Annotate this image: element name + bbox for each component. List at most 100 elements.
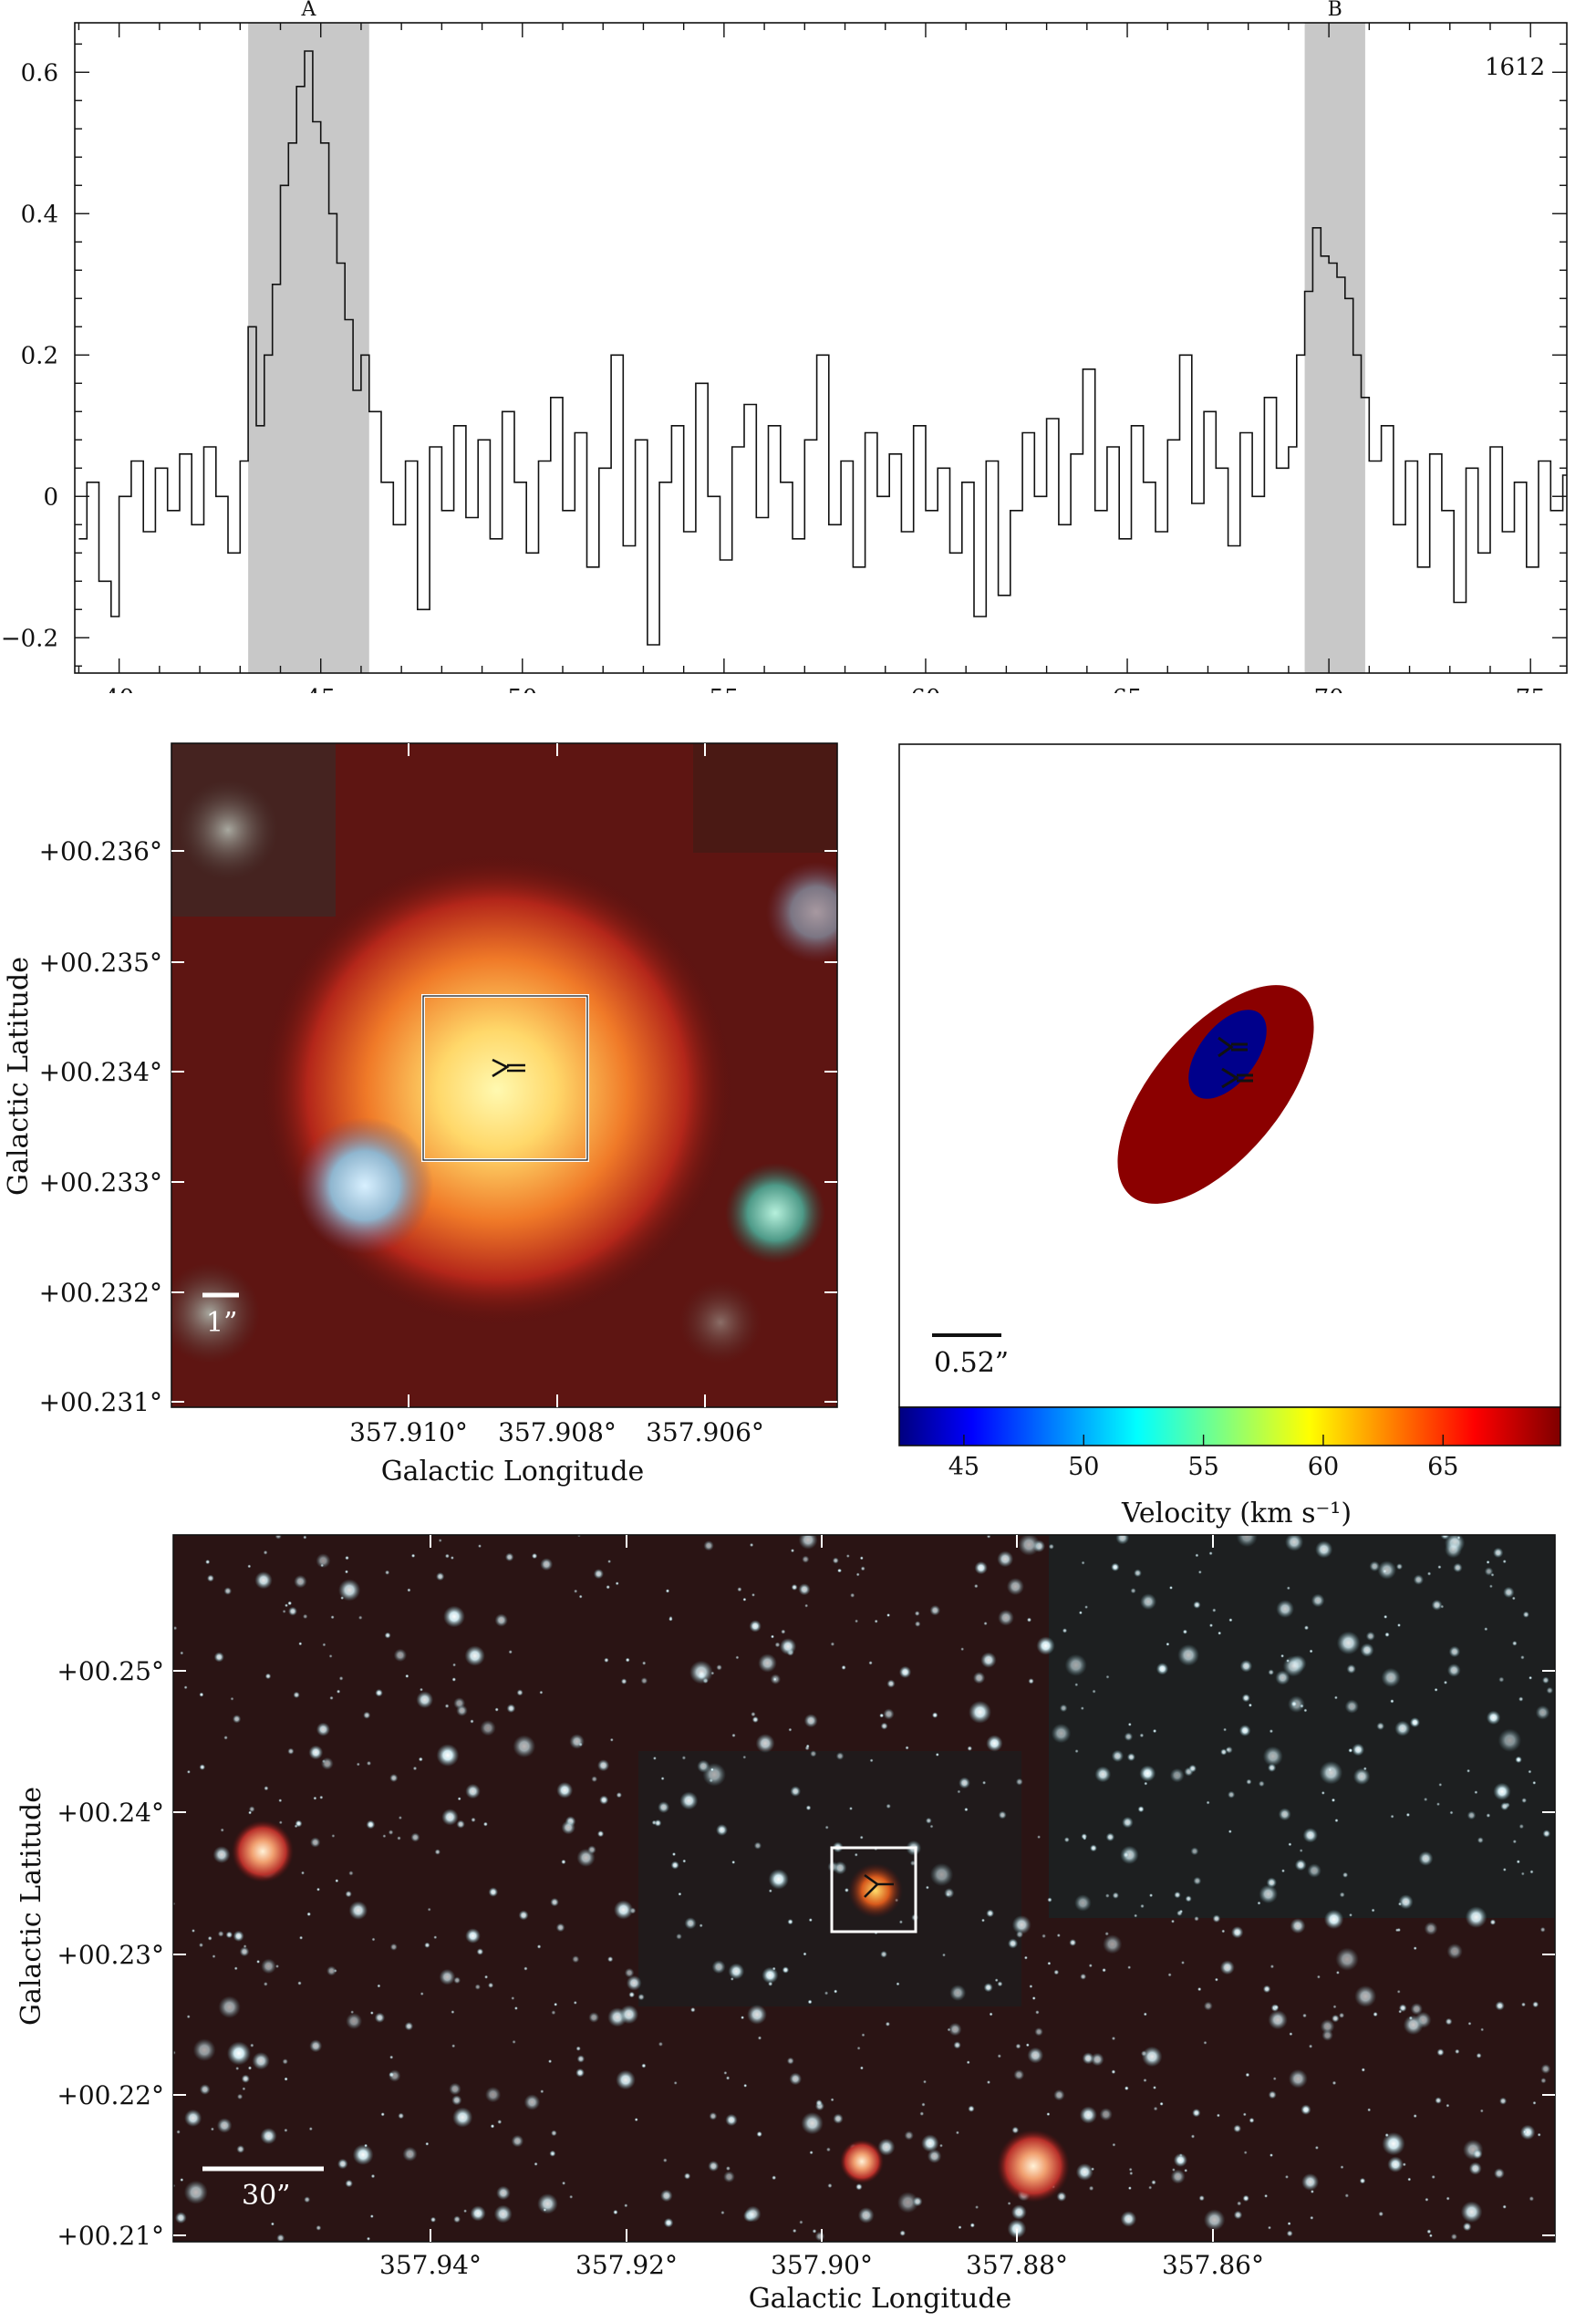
star bbox=[1190, 2134, 1196, 2139]
star bbox=[1286, 1586, 1290, 1591]
star bbox=[1371, 1908, 1375, 1913]
star bbox=[998, 1609, 1014, 1626]
star bbox=[1448, 1645, 1461, 1658]
y-tick-label: +00.25° bbox=[57, 1656, 164, 1686]
target-box bbox=[830, 1846, 917, 1933]
star bbox=[216, 2118, 233, 2133]
star bbox=[319, 1795, 324, 1799]
star bbox=[375, 1688, 383, 1697]
y-tick-label: 0.6 bbox=[21, 59, 58, 87]
star bbox=[1467, 2021, 1472, 2026]
star bbox=[1453, 1562, 1463, 1573]
star bbox=[1144, 1781, 1148, 1786]
star bbox=[689, 1660, 713, 1684]
star bbox=[614, 1900, 634, 1920]
star bbox=[588, 2012, 600, 2023]
star bbox=[835, 1752, 845, 1760]
star bbox=[1377, 1560, 1396, 1580]
star bbox=[703, 1540, 714, 1551]
star bbox=[859, 2066, 864, 2070]
star bbox=[1394, 1928, 1399, 1933]
star bbox=[925, 1885, 929, 1890]
star bbox=[1148, 2185, 1153, 2190]
star bbox=[615, 1581, 619, 1586]
star bbox=[751, 1711, 756, 1717]
star bbox=[1212, 1914, 1221, 1923]
star bbox=[1512, 1840, 1518, 1844]
star bbox=[1035, 2010, 1040, 2015]
star bbox=[1310, 2190, 1314, 2193]
star bbox=[1143, 2078, 1147, 2083]
star bbox=[1238, 1725, 1251, 1736]
star bbox=[1335, 1947, 1359, 1971]
star bbox=[1140, 2050, 1147, 2057]
star bbox=[814, 2231, 825, 2242]
star bbox=[250, 2043, 254, 2047]
star bbox=[1130, 1588, 1136, 1594]
star bbox=[1340, 2165, 1344, 2170]
star bbox=[802, 1555, 810, 1563]
star bbox=[1397, 1902, 1403, 1906]
star bbox=[616, 2069, 636, 2090]
star bbox=[1103, 1934, 1123, 1954]
star bbox=[728, 1963, 745, 1980]
star bbox=[1424, 1922, 1438, 1935]
star bbox=[248, 1806, 255, 1813]
star bbox=[994, 1978, 999, 1983]
y-tick-label: −0.2 bbox=[1, 625, 58, 652]
star bbox=[512, 2039, 516, 2044]
star bbox=[1153, 2106, 1158, 2111]
y-tick-label: +00.232° bbox=[39, 1278, 162, 1308]
star bbox=[1369, 1560, 1380, 1572]
star bbox=[682, 1859, 687, 1863]
star bbox=[1354, 1985, 1377, 2007]
star bbox=[955, 2130, 959, 2135]
star bbox=[1332, 2014, 1340, 2023]
star bbox=[206, 1574, 214, 1582]
star bbox=[511, 1996, 515, 2000]
star bbox=[382, 1834, 387, 1839]
colorbar-tick-label: 60 bbox=[1308, 1453, 1339, 1481]
star bbox=[444, 1704, 450, 1708]
star bbox=[451, 2010, 455, 2015]
star bbox=[350, 2010, 355, 2015]
star bbox=[377, 1984, 381, 1988]
star bbox=[540, 2089, 544, 2094]
star bbox=[482, 1821, 488, 1827]
star bbox=[1500, 1802, 1509, 1811]
star bbox=[1290, 1700, 1298, 1707]
star bbox=[855, 1572, 860, 1577]
star bbox=[506, 1704, 516, 1714]
star bbox=[593, 1569, 605, 1580]
star bbox=[699, 1923, 703, 1928]
star bbox=[1397, 1623, 1401, 1627]
star bbox=[662, 2158, 668, 2163]
star bbox=[1216, 2113, 1220, 2118]
star bbox=[183, 1685, 188, 1690]
star bbox=[782, 1966, 790, 1974]
star bbox=[1105, 1674, 1110, 1679]
star bbox=[1104, 1893, 1110, 1898]
star bbox=[1053, 1969, 1060, 1975]
star bbox=[1124, 2086, 1129, 2091]
star bbox=[1268, 2010, 1288, 2030]
star bbox=[1051, 1723, 1072, 1744]
star bbox=[742, 1597, 747, 1602]
star bbox=[1042, 1933, 1046, 1939]
highlight-band bbox=[1304, 23, 1365, 673]
star bbox=[709, 2111, 718, 2120]
star bbox=[1486, 1560, 1490, 1564]
star bbox=[385, 1570, 390, 1575]
star bbox=[1413, 2114, 1417, 2119]
star bbox=[405, 1674, 409, 1678]
star bbox=[1143, 2012, 1147, 2016]
star bbox=[1443, 1680, 1448, 1684]
star bbox=[771, 1634, 774, 1639]
star bbox=[849, 1807, 853, 1810]
star bbox=[402, 2146, 418, 2161]
star bbox=[320, 1757, 334, 1770]
star bbox=[398, 1816, 402, 1820]
star bbox=[833, 2113, 844, 2124]
star bbox=[1048, 1543, 1054, 1550]
star bbox=[723, 2070, 728, 2075]
